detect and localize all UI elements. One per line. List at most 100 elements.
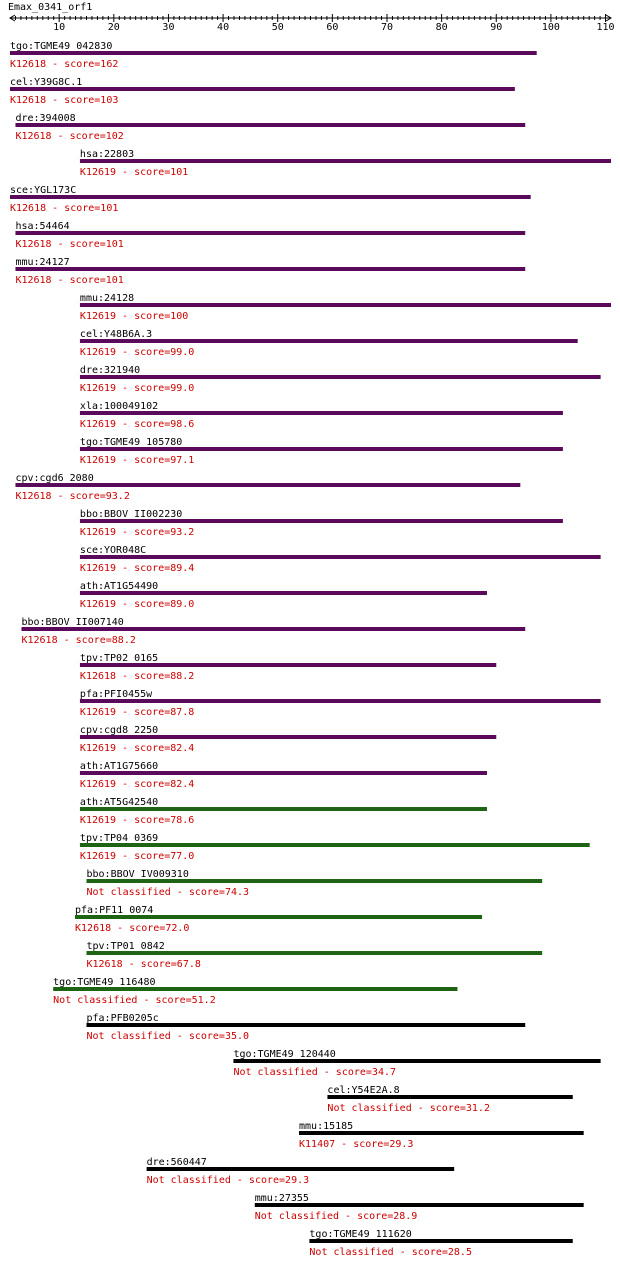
hit-bar[interactable]: [254, 1203, 584, 1207]
hit-bar[interactable]: [79, 375, 601, 379]
hit-bar[interactable]: [79, 519, 563, 523]
hit-name[interactable]: tpv:TP02_0165: [80, 653, 158, 664]
hit-name[interactable]: tgo:TGME49_111620: [309, 1229, 411, 1240]
hit-ko-score[interactable]: K12618 - score=162: [10, 59, 118, 70]
hit-name[interactable]: bbo:BBOV_IV009310: [86, 869, 188, 880]
hit-ko-score[interactable]: Not classified - score=74.3: [86, 887, 249, 898]
hit-ko-score[interactable]: K12619 - score=99.0: [80, 347, 194, 358]
hit-bar[interactable]: [79, 555, 601, 559]
hit-bar[interactable]: [15, 123, 526, 127]
hit-name[interactable]: mmu:24128: [80, 293, 134, 304]
hit-bar[interactable]: [79, 159, 611, 163]
hit-name[interactable]: pfa:PFB0205c: [86, 1013, 158, 1024]
hit-name[interactable]: cpv:cgd6_2080: [15, 473, 93, 484]
hit-name[interactable]: hsa:22803: [80, 149, 134, 160]
hit-ko-score[interactable]: K12618 - score=67.8: [86, 959, 200, 970]
hit-name[interactable]: ath:AT1G75660: [80, 761, 158, 772]
hit-ko-score[interactable]: K12618 - score=101: [15, 239, 123, 250]
hit-name[interactable]: tgo:TGME49_042830: [10, 41, 112, 52]
hit-bar[interactable]: [75, 915, 483, 919]
hit-bar[interactable]: [79, 735, 497, 739]
hit-bar[interactable]: [309, 1239, 573, 1243]
hit-name[interactable]: sce:YGL173C: [10, 185, 76, 196]
hit-name[interactable]: dre:560447: [147, 1157, 207, 1168]
hit-name[interactable]: cel:Y39G8C.1: [10, 77, 82, 88]
hit-ko-score[interactable]: K12619 - score=82.4: [80, 743, 194, 754]
hit-bar[interactable]: [79, 807, 487, 811]
hit-name[interactable]: sce:YOR048C: [80, 545, 146, 556]
hit-name[interactable]: ath:AT1G54490: [80, 581, 158, 592]
hit-ko-score[interactable]: Not classified - score=28.9: [255, 1211, 418, 1222]
hit-bar[interactable]: [79, 843, 590, 847]
hit-ko-score[interactable]: Not classified - score=28.5: [309, 1247, 472, 1258]
hit-ko-score[interactable]: Not classified - score=34.7: [233, 1067, 396, 1078]
hit-ko-score[interactable]: K12619 - score=82.4: [80, 779, 194, 790]
hit-ko-score[interactable]: K12619 - score=78.6: [80, 815, 194, 826]
hit-ko-score[interactable]: K12618 - score=102: [15, 131, 123, 142]
hit-bar[interactable]: [21, 627, 526, 631]
hit-bar[interactable]: [53, 987, 458, 991]
hit-ko-score[interactable]: K12618 - score=72.0: [75, 923, 189, 934]
hit-bar[interactable]: [79, 699, 601, 703]
hit-name[interactable]: tgo:TGME49_116480: [53, 977, 155, 988]
hit-ko-score[interactable]: K12619 - score=99.0: [80, 383, 194, 394]
hit-ko-score[interactable]: K12618 - score=88.2: [21, 635, 135, 646]
hit-ko-score[interactable]: K12618 - score=101: [15, 275, 123, 286]
hit-name[interactable]: ath:AT5G42540: [80, 797, 158, 808]
hit-bar[interactable]: [79, 663, 497, 667]
hit-name[interactable]: mmu:27355: [255, 1193, 309, 1204]
hit-bar[interactable]: [79, 303, 611, 307]
hit-bar[interactable]: [79, 411, 563, 415]
hit-bar[interactable]: [86, 951, 543, 955]
hit-bar[interactable]: [79, 771, 487, 775]
hit-ko-score[interactable]: K12619 - score=89.4: [80, 563, 194, 574]
hit-name[interactable]: bbo:BBOV_II002230: [80, 509, 182, 520]
hit-bar[interactable]: [79, 591, 487, 595]
hit-ko-score[interactable]: Not classified - score=31.2: [327, 1103, 490, 1114]
hit-name[interactable]: tgo:TGME49_105780: [80, 437, 182, 448]
hit-bar[interactable]: [15, 483, 521, 487]
hit-bar[interactable]: [10, 87, 515, 91]
hit-name[interactable]: cpv:cgd8_2250: [80, 725, 158, 736]
hit-ko-score[interactable]: K12618 - score=88.2: [80, 671, 194, 682]
hit-ko-score[interactable]: K12618 - score=101: [10, 203, 118, 214]
hit-name[interactable]: dre:394008: [15, 113, 75, 124]
hit-name[interactable]: xla:100049102: [80, 401, 158, 412]
hit-ko-score[interactable]: Not classified - score=29.3: [147, 1175, 310, 1186]
hit-bar[interactable]: [327, 1095, 573, 1099]
hit-name[interactable]: tgo:TGME49_120440: [233, 1049, 335, 1060]
hit-bar[interactable]: [233, 1059, 601, 1063]
hit-bar[interactable]: [10, 195, 531, 199]
hit-ko-score[interactable]: K12618 - score=103: [10, 95, 118, 106]
hit-bar[interactable]: [79, 339, 578, 343]
hit-bar[interactable]: [299, 1131, 584, 1135]
hit-name[interactable]: cel:Y54E2A.8: [327, 1085, 399, 1096]
hit-name[interactable]: bbo:BBOV_II007140: [21, 617, 123, 628]
hit-ko-score[interactable]: Not classified - score=51.2: [53, 995, 216, 1006]
hit-bar[interactable]: [15, 267, 526, 271]
hit-ko-score[interactable]: K12619 - score=87.8: [80, 707, 194, 718]
hit-name[interactable]: tpv:TP04_0369: [80, 833, 158, 844]
hit-ko-score[interactable]: Not classified - score=35.0: [86, 1031, 249, 1042]
hit-ko-score[interactable]: K12618 - score=93.2: [15, 491, 129, 502]
hit-ko-score[interactable]: K12619 - score=100: [80, 311, 188, 322]
hit-name[interactable]: mmu:24127: [15, 257, 69, 268]
hit-name[interactable]: mmu:15185: [299, 1121, 353, 1132]
hit-ko-score[interactable]: K12619 - score=97.1: [80, 455, 194, 466]
hit-bar[interactable]: [86, 879, 543, 883]
hit-name[interactable]: pfa:PF11_0074: [75, 905, 153, 916]
hit-ko-score[interactable]: K12619 - score=98.6: [80, 419, 194, 430]
hit-bar[interactable]: [15, 231, 526, 235]
hit-ko-score[interactable]: K12619 - score=77.0: [80, 851, 194, 862]
hit-bar[interactable]: [79, 447, 563, 451]
hit-ko-score[interactable]: K12619 - score=93.2: [80, 527, 194, 538]
hit-name[interactable]: hsa:54464: [15, 221, 69, 232]
hit-name[interactable]: dre:321940: [80, 365, 140, 376]
hit-name[interactable]: tpv:TP01_0842: [86, 941, 164, 952]
hit-ko-score[interactable]: K11407 - score=29.3: [299, 1139, 413, 1150]
hit-bar[interactable]: [146, 1167, 455, 1171]
hit-ko-score[interactable]: K12619 - score=89.0: [80, 599, 194, 610]
hit-bar[interactable]: [10, 51, 537, 55]
hit-name[interactable]: pfa:PFI0455w: [80, 689, 153, 700]
hit-name[interactable]: cel:Y48B6A.3: [80, 329, 152, 340]
